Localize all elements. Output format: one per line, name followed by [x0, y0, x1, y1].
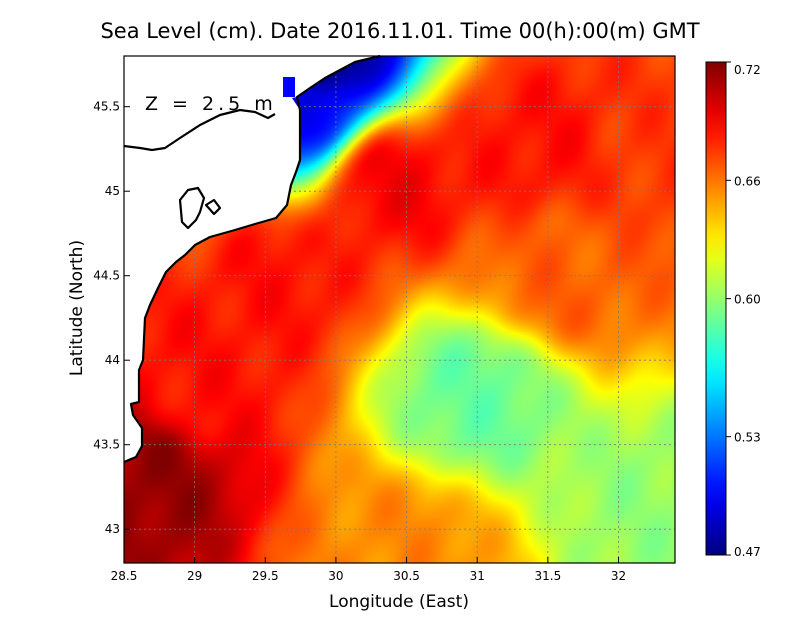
colorbar-tick-label: 0.66	[734, 174, 761, 188]
x-tick-label: 31.5	[534, 569, 561, 583]
colorbar-tick-label: 0.60	[734, 293, 761, 307]
depth-annotation: Z = 2.5 m	[145, 93, 277, 115]
plot-frame	[123, 55, 676, 564]
colorbar-tick-label: 0.47	[734, 545, 761, 559]
land-west	[124, 56, 300, 462]
y-tick-label: 44	[105, 353, 120, 367]
coastline-main	[123, 54, 381, 464]
y-tick-label: 44.5	[93, 269, 120, 283]
colorbar-tick-label: 0.72	[734, 63, 761, 77]
y-tick-label: 45.5	[93, 100, 120, 114]
y-axis-ticks: 43 43.5 44 44.5 45 45.5	[93, 100, 130, 536]
x-tick-label: 30	[328, 569, 343, 583]
y-tick-label: 45	[105, 184, 120, 198]
land-mask	[124, 56, 380, 462]
x-tick-label: 31	[470, 569, 485, 583]
y-tick-label: 43	[105, 522, 120, 536]
colorbar	[705, 61, 727, 556]
x-tick-label: 30.5	[393, 569, 420, 583]
land-north	[283, 56, 380, 98]
colorbar-tick-label: 0.53	[734, 431, 761, 445]
y-tick-label: 43.5	[93, 438, 120, 452]
x-axis-title: Longitude (East)	[329, 592, 469, 612]
colorbar-ticks: 0.72 0.66 0.60 0.53 0.47	[726, 61, 761, 559]
coastline-inlet	[204, 198, 222, 216]
coastline	[123, 54, 381, 464]
estuary-patch	[283, 77, 295, 97]
coastline-lagoon	[123, 108, 276, 152]
x-tick-label: 29	[187, 569, 202, 583]
coastline-bay	[178, 186, 206, 230]
x-axis-ticks: 28.5 29 29.5 30 30.5 31 31.5 32	[111, 557, 626, 583]
x-tick-label: 29.5	[252, 569, 279, 583]
x-tick-label: 28.5	[111, 569, 138, 583]
chart-title: Sea Level (cm). Date 2016.11.01. Time 00…	[100, 19, 699, 43]
y-axis-title: Latitude (North)	[67, 240, 87, 376]
x-tick-label: 32	[611, 569, 626, 583]
